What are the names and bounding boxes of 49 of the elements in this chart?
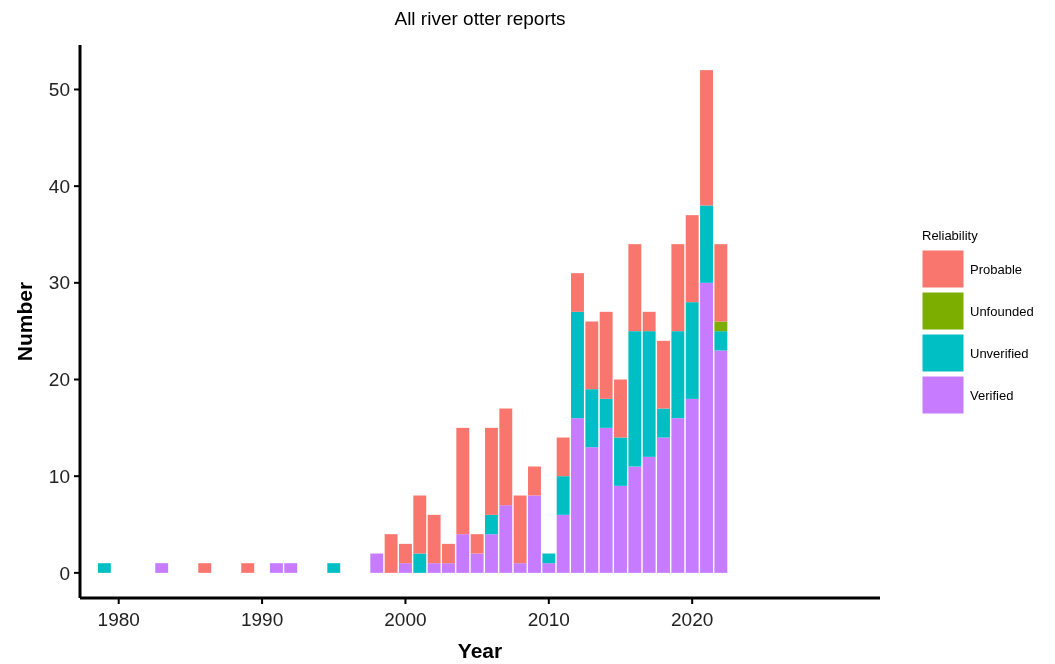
y-tick-label: 40 [48, 175, 70, 197]
x-tick-label: 1980 [97, 609, 140, 630]
bar [585, 321, 599, 390]
x-tick-label: 1990 [240, 609, 284, 630]
y-tick-label: 0 [59, 562, 70, 584]
bar [657, 340, 670, 409]
bar [685, 215, 699, 303]
bar [714, 321, 728, 332]
bar [700, 70, 713, 206]
bar [198, 563, 212, 573]
bar [241, 563, 255, 573]
bar [370, 553, 384, 573]
bar [685, 302, 699, 399]
y-tick-label: 20 [48, 369, 70, 391]
bar [528, 466, 541, 496]
bar [700, 205, 713, 283]
y-tick-label: 30 [48, 272, 70, 294]
bar [456, 427, 470, 535]
bar [470, 534, 484, 554]
x-tick-label: 2020 [671, 609, 714, 630]
bar [97, 563, 111, 573]
legend-title: Reliability [922, 228, 979, 243]
text: Verified [970, 387, 1014, 403]
bar [155, 563, 169, 573]
bar [628, 244, 642, 332]
text: Unverified [970, 345, 1029, 361]
bar [671, 244, 685, 332]
bar [714, 331, 728, 351]
text: Probable [970, 261, 1023, 277]
bar [413, 553, 427, 573]
x-axis-title: Year [457, 639, 503, 662]
bar [542, 553, 556, 564]
x-tick-label: 2000 [384, 609, 427, 630]
bar [513, 495, 527, 564]
bar [327, 563, 341, 573]
bar [714, 244, 728, 322]
y-tick-label: 50 [48, 79, 70, 101]
bar [642, 311, 656, 332]
y-axis-title: Number [13, 281, 36, 362]
chart-title: All river otter reports [394, 8, 566, 29]
bar [556, 437, 570, 477]
x-tick-label: 2010 [527, 609, 570, 630]
bar [399, 563, 412, 573]
bar [556, 476, 570, 515]
bar [571, 273, 584, 312]
bar [599, 398, 613, 428]
text: Unfounded [970, 303, 1034, 319]
y-tick-label: 10 [48, 465, 70, 487]
bar [485, 514, 498, 535]
